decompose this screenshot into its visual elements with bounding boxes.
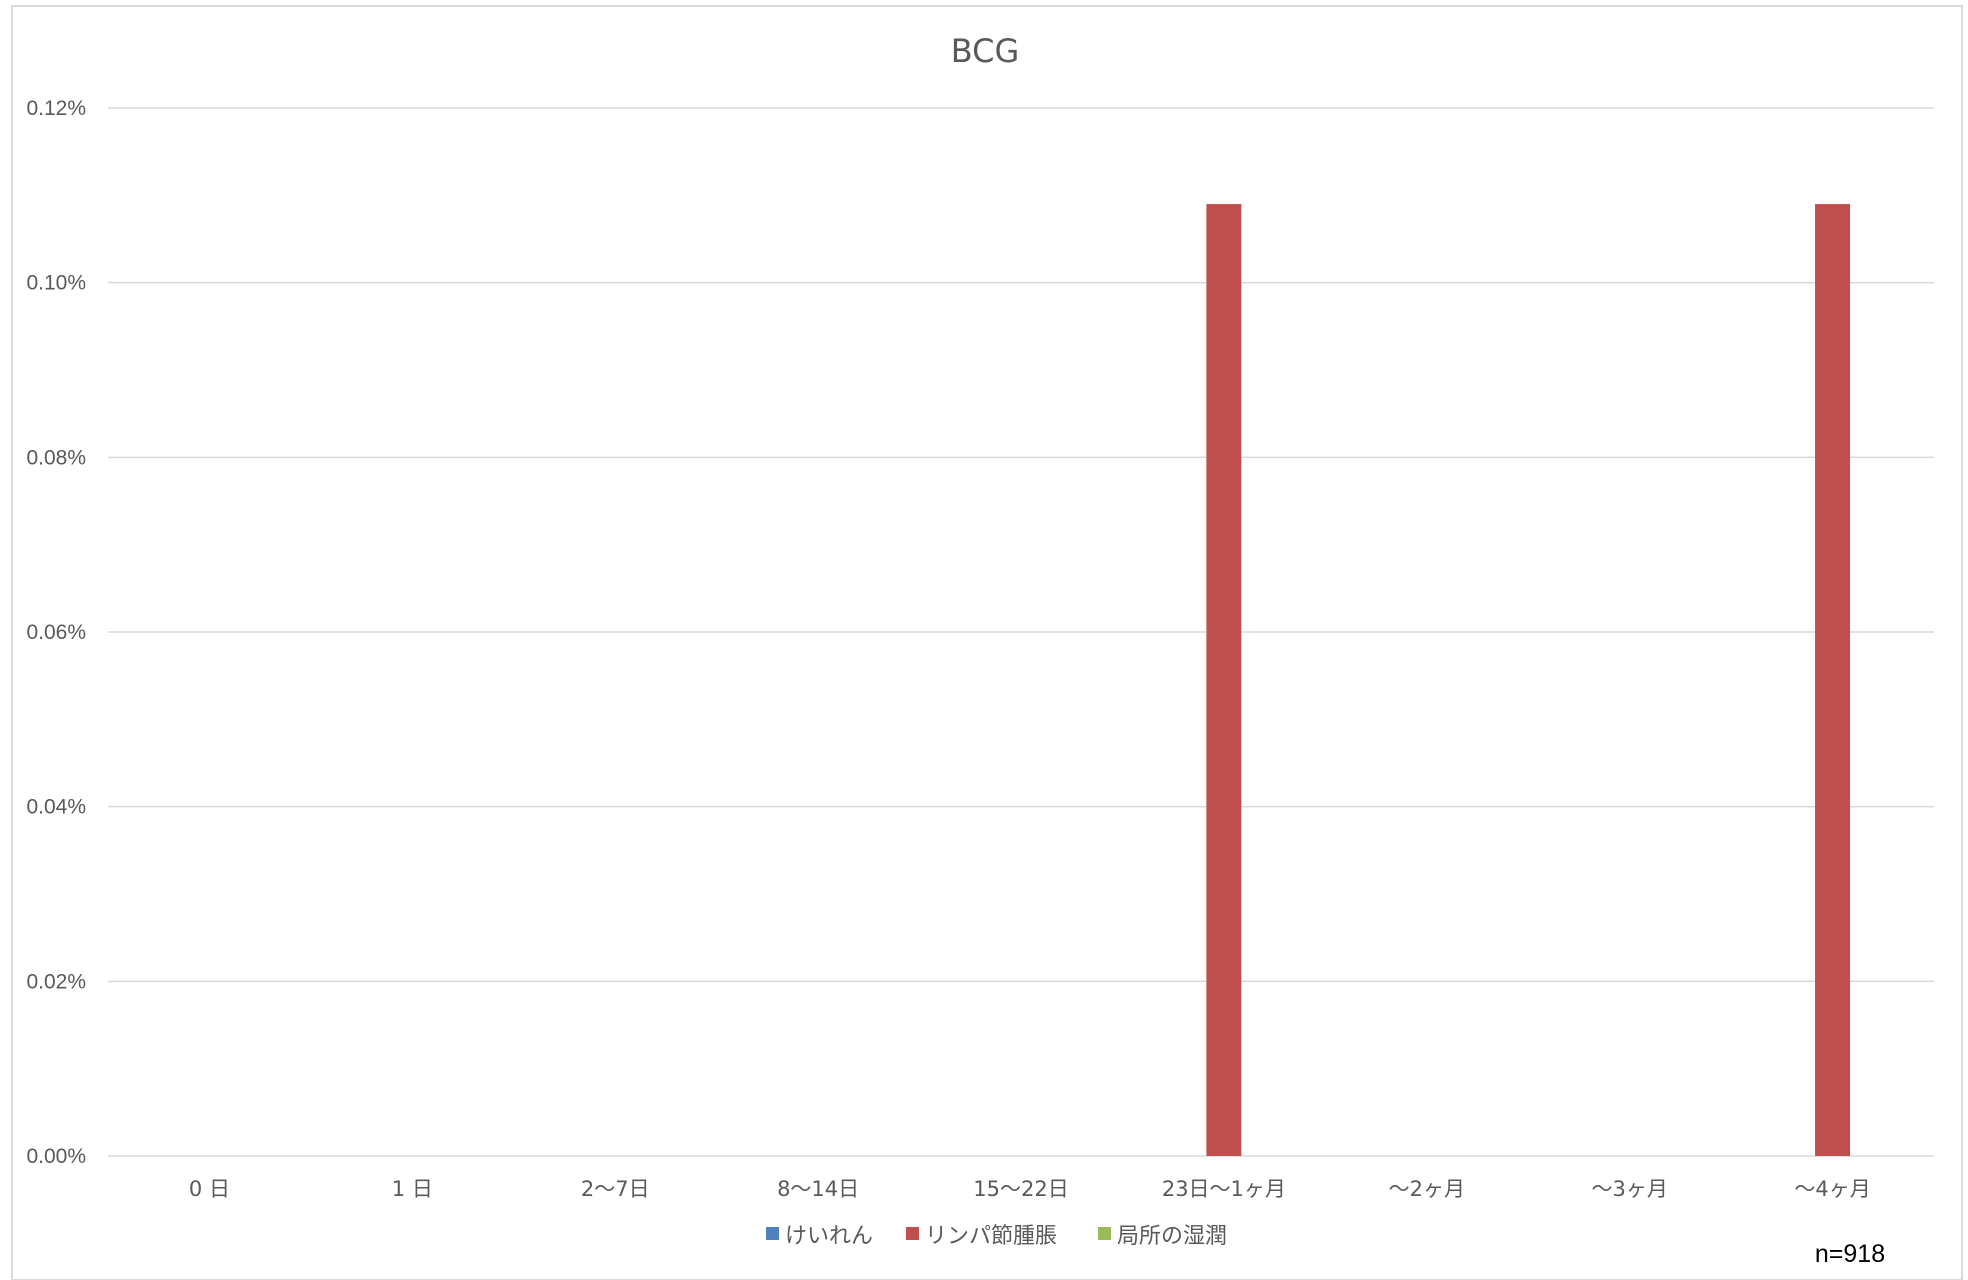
y-tick-label: 0.08% [26,446,86,469]
chart-border [11,5,1963,1280]
legend-label: けいれん [785,1224,873,1249]
y-tick-label: 0.10% [26,272,86,295]
x-tick-label: 〜3ヶ月 [1591,1177,1667,1201]
y-tick-label: 0.00% [26,1145,86,1168]
chart-title: BCG [951,32,1020,70]
legend-swatch [1098,1227,1111,1240]
x-tick-label: 23日〜1ヶ月 [1162,1177,1286,1201]
x-tick-label: 8〜14日 [777,1177,859,1201]
x-tick-label: 2〜7日 [581,1177,650,1201]
y-axis-ticks: 0.00% 0.02% 0.04% 0.06% 0.08% 0.10% 0.12% [26,97,86,1168]
bar [1206,204,1242,1157]
legend-swatch [766,1227,779,1240]
x-axis-ticks: 0 日 1 日 2〜7日 8〜14日 15〜22日 23日〜1ヶ月 〜2ヶ月 〜3ヶ月 〜4ヶ月 [189,1177,1871,1201]
y-tick-label: 0.02% [26,970,86,993]
bars [1206,204,1851,1157]
legend: けいれん リンパ節腫脹 局所の湿潤 [766,1224,1227,1249]
y-tick-label: 0.12% [26,97,86,120]
bar [1815,204,1851,1157]
x-tick-label: 1 日 [392,1177,433,1201]
y-tick-label: 0.04% [26,796,86,819]
x-tick-label: 〜4ヶ月 [1794,1177,1870,1201]
legend-swatch [906,1227,919,1240]
x-tick-label: 0 日 [189,1177,230,1201]
gridlines [108,107,1934,1157]
x-tick-label: 〜2ヶ月 [1389,1177,1465,1201]
sample-size-note: n=918 [1815,1240,1885,1268]
y-tick-label: 0.06% [26,621,86,644]
legend-label: リンパ節腫脹 [925,1224,1057,1249]
legend-label: 局所の湿潤 [1117,1224,1227,1249]
x-tick-label: 15〜22日 [973,1177,1068,1201]
